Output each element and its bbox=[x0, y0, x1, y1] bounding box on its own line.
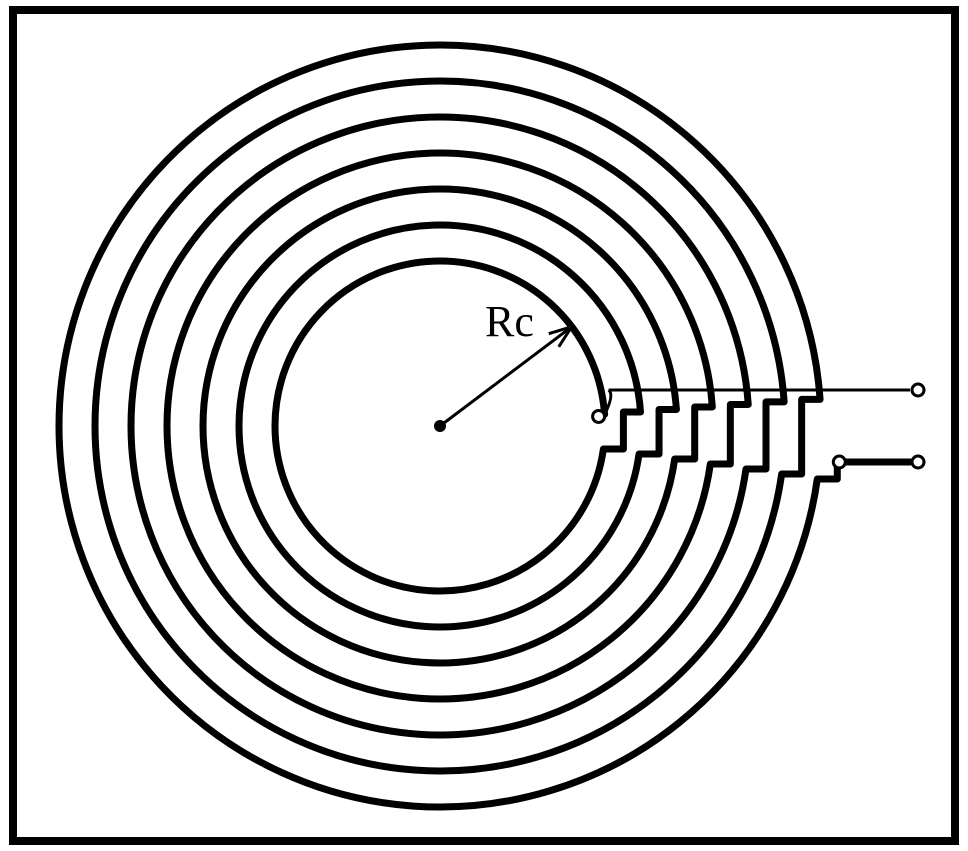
spiral-coil bbox=[59, 45, 910, 807]
radius-label: Rc bbox=[485, 297, 534, 346]
terminal-bottom-icon bbox=[912, 456, 924, 468]
outer-frame bbox=[13, 10, 955, 841]
inner-terminal-near-icon bbox=[593, 410, 605, 422]
terminal-top-icon bbox=[912, 384, 924, 396]
outer-terminal-near-icon bbox=[833, 456, 845, 468]
